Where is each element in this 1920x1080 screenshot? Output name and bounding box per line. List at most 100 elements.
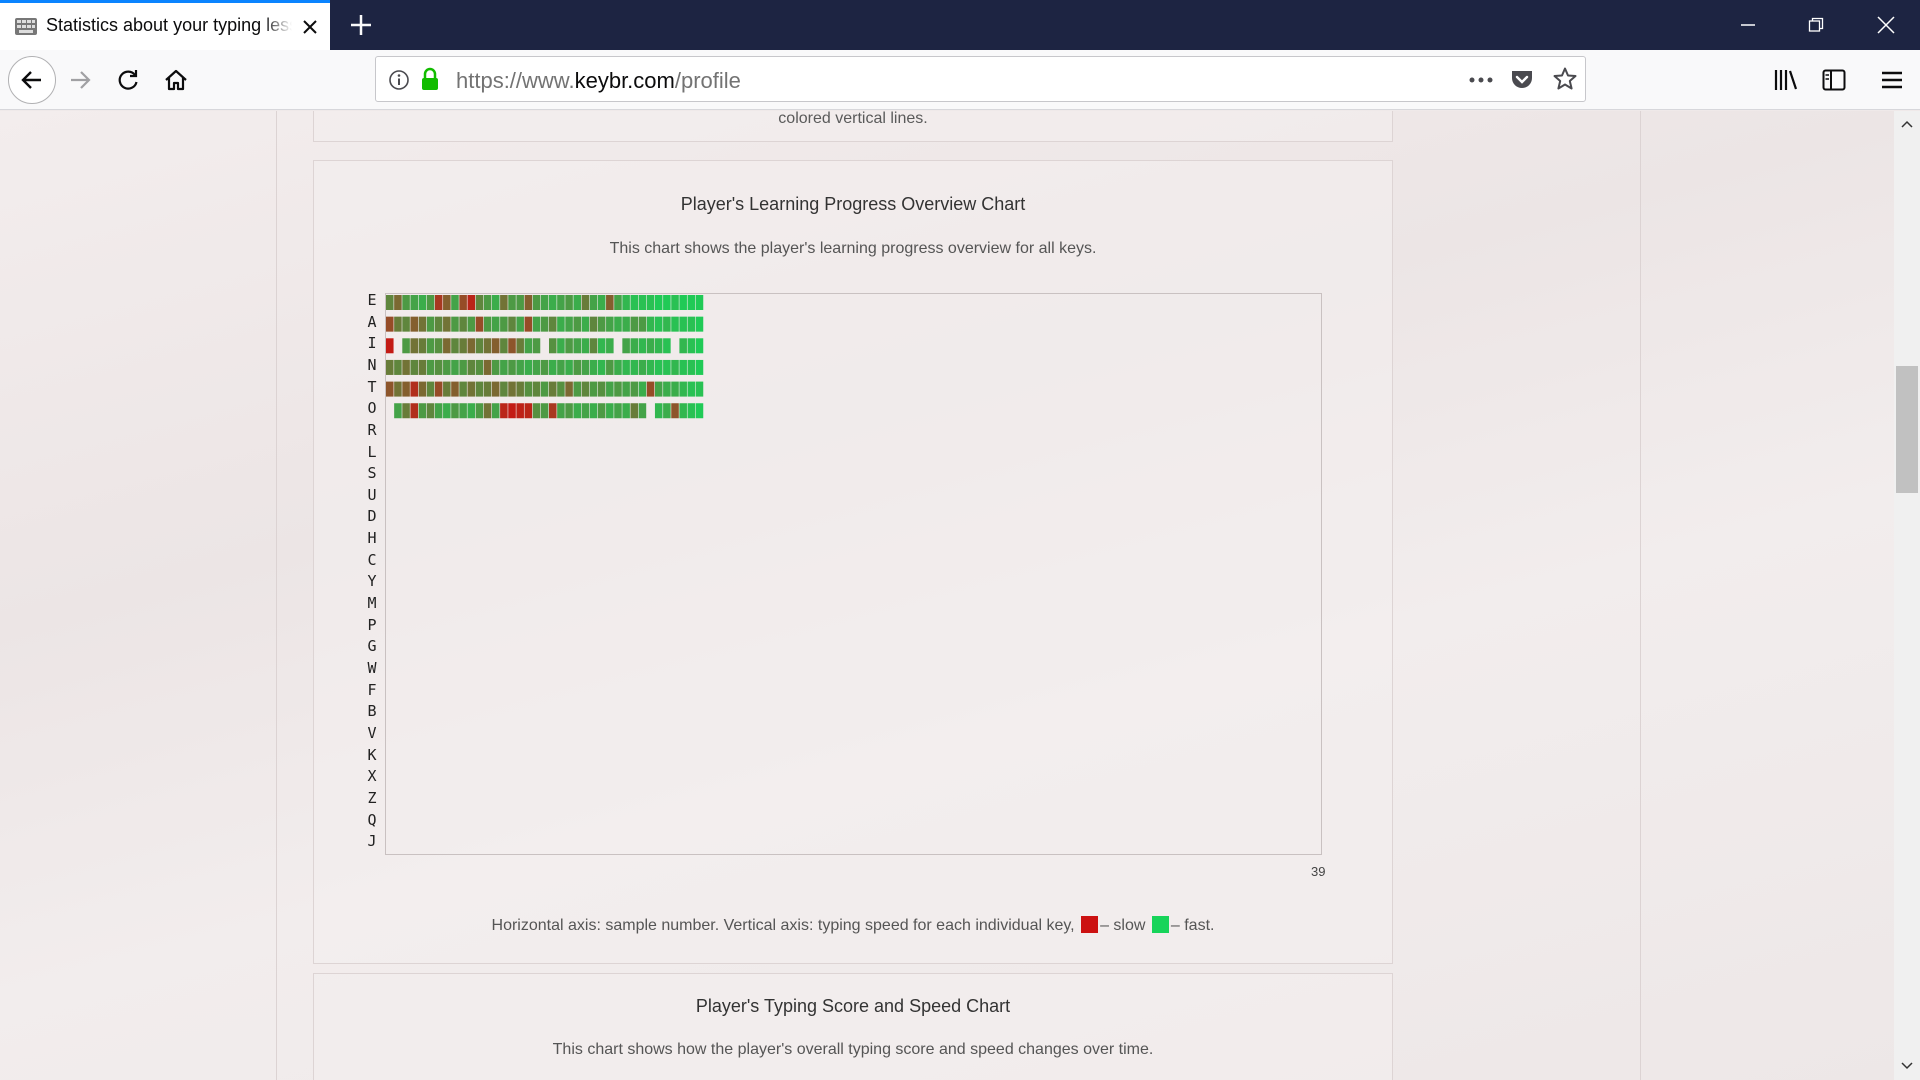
heatmap-cell-o-30	[622, 403, 630, 419]
heatmap-cell-o-2	[394, 403, 402, 419]
heatmap-cell-i-13	[483, 338, 492, 354]
address-bar[interactable]: https://www.keybr.com/profile	[375, 56, 1586, 102]
heatmap-cell-e-32	[638, 295, 647, 310]
heatmap-cell-i-32	[638, 338, 647, 354]
library-icon	[1774, 70, 1798, 90]
learning-progress-card: Player's Learning Progress Overview Char…	[313, 160, 1393, 964]
reload-button[interactable]	[106, 58, 150, 102]
library-button[interactable]	[1764, 58, 1808, 102]
key-label-m: M	[367, 594, 377, 613]
key-label-t: T	[367, 377, 377, 396]
slow-color-swatch	[1081, 916, 1099, 933]
heatmap-cell-t-39	[695, 381, 704, 397]
heatmap-cell-a-20	[540, 316, 549, 332]
scrollbar-thumb[interactable]	[1896, 366, 1918, 493]
heatmap-cell-o-31	[630, 403, 639, 419]
forward-arrow-icon	[71, 71, 91, 89]
key-label-f: F	[367, 680, 377, 699]
heatmap-cell-a-36	[671, 316, 679, 332]
heatmap-cell-i-30	[622, 338, 630, 354]
sidebar-button[interactable]	[1812, 58, 1856, 102]
heatmap-cell-t-18	[524, 381, 533, 397]
heatmap-cell-e-27	[597, 295, 606, 310]
key-label-j: J	[367, 832, 377, 851]
heatmap-cell-n-36	[671, 359, 679, 375]
heatmap-cell-e-24	[573, 295, 581, 310]
heatmap-cell-a-37	[679, 316, 687, 332]
heatmap-cell-t-17	[516, 381, 524, 397]
key-label-h: H	[367, 529, 377, 548]
heatmap-cell-t-29	[614, 381, 622, 397]
heatmap-cell-a-13	[483, 316, 492, 332]
heatmap-cell-o-37	[679, 403, 687, 419]
heatmap-cell-t-8	[443, 381, 451, 397]
score-speed-card: Player's Typing Score and Speed Chart Th…	[313, 973, 1393, 1080]
heatmap-cell-e-10	[459, 295, 467, 310]
scroll-down-arrow-icon[interactable]	[1901, 1061, 1913, 1071]
heatmap-cell-e-13	[483, 295, 492, 310]
new-tab-icon[interactable]	[348, 12, 374, 38]
heatmap-cell-o-26	[589, 403, 598, 419]
back-button[interactable]	[8, 56, 56, 104]
heatmap-cell-e-38	[687, 295, 696, 310]
key-label-o: O	[367, 399, 377, 418]
home-button[interactable]	[154, 58, 198, 102]
heatmap-cell-t-31	[630, 381, 639, 397]
heatmap-cell-e-15	[500, 295, 508, 310]
restore-button[interactable]	[1782, 0, 1850, 50]
heatmap-cell-i-7	[434, 338, 443, 354]
close-tab-icon[interactable]	[300, 17, 320, 37]
heatmap-cell-i-24	[573, 338, 581, 354]
heatmap-cell-e-7	[434, 295, 443, 310]
heatmap-cell-o-16	[508, 403, 516, 419]
heatmap-cell-t-2	[394, 381, 402, 397]
heatmap-cell-n-35	[663, 359, 671, 375]
heatmap-cell-a-31	[630, 316, 639, 332]
heatmap-cell-e-6	[426, 295, 435, 310]
menu-button[interactable]	[1870, 58, 1914, 102]
heatmap-cell-e-5	[418, 295, 427, 310]
heatmap-cell-n-14	[491, 359, 500, 375]
close-window-button[interactable]	[1852, 0, 1920, 50]
heatmap-cell-o-10	[459, 403, 467, 419]
heatmap-cell-e-1	[386, 295, 394, 310]
heatmap-cell-n-2	[394, 359, 402, 375]
url-path: /profile	[674, 68, 741, 93]
heatmap-cell-e-25	[581, 295, 590, 310]
heatmap-cell-n-25	[581, 359, 590, 375]
heatmap-cell-n-27	[597, 359, 606, 375]
heatmap-cell-t-33	[646, 381, 655, 397]
forward-button[interactable]	[58, 58, 102, 102]
info-icon[interactable]	[388, 69, 410, 91]
heatmap-cell-n-21	[549, 359, 557, 375]
heatmap-cell-i-35	[663, 338, 671, 354]
heatmap-cell-e-39	[695, 295, 704, 310]
heatmap-cell-t-9	[451, 381, 459, 397]
heatmap-cell-t-13	[483, 381, 492, 397]
browser-tab[interactable]: Statistics about your typing lessons	[0, 0, 330, 50]
pocket-icon[interactable]	[1510, 67, 1534, 91]
url-domain: keybr.com	[574, 68, 675, 93]
secure-lock-icon[interactable]	[420, 67, 440, 91]
fast-color-swatch	[1151, 916, 1169, 933]
key-label-r: R	[367, 420, 377, 439]
heatmap-cell-i-22	[557, 338, 565, 354]
heatmap-cell-a-30	[622, 316, 630, 332]
legend-text: Horizontal axis: sample number. Vertical…	[491, 917, 1075, 934]
heatmap-cell-o-35	[663, 403, 671, 419]
heatmap-cell-t-24	[573, 381, 581, 397]
vertical-scrollbar[interactable]	[1894, 111, 1920, 1080]
heatmap-cell-e-3	[402, 295, 410, 310]
scroll-up-arrow-icon[interactable]	[1901, 119, 1913, 129]
page-actions-icon[interactable]	[1468, 70, 1494, 90]
heatmap-cell-i-34	[654, 338, 663, 354]
url-text: https://www.keybr.com/profile	[456, 68, 741, 94]
minimize-button[interactable]	[1714, 0, 1782, 50]
key-label-q: Q	[367, 810, 377, 829]
heatmap-cell-e-36	[671, 295, 679, 310]
bookmark-star-icon[interactable]	[1552, 66, 1578, 92]
heatmap-cell-a-28	[606, 316, 614, 332]
heatmap-cell-n-11	[467, 359, 476, 375]
heatmap-cell-n-13	[483, 359, 492, 375]
heatmap-cell-e-12	[475, 295, 484, 310]
